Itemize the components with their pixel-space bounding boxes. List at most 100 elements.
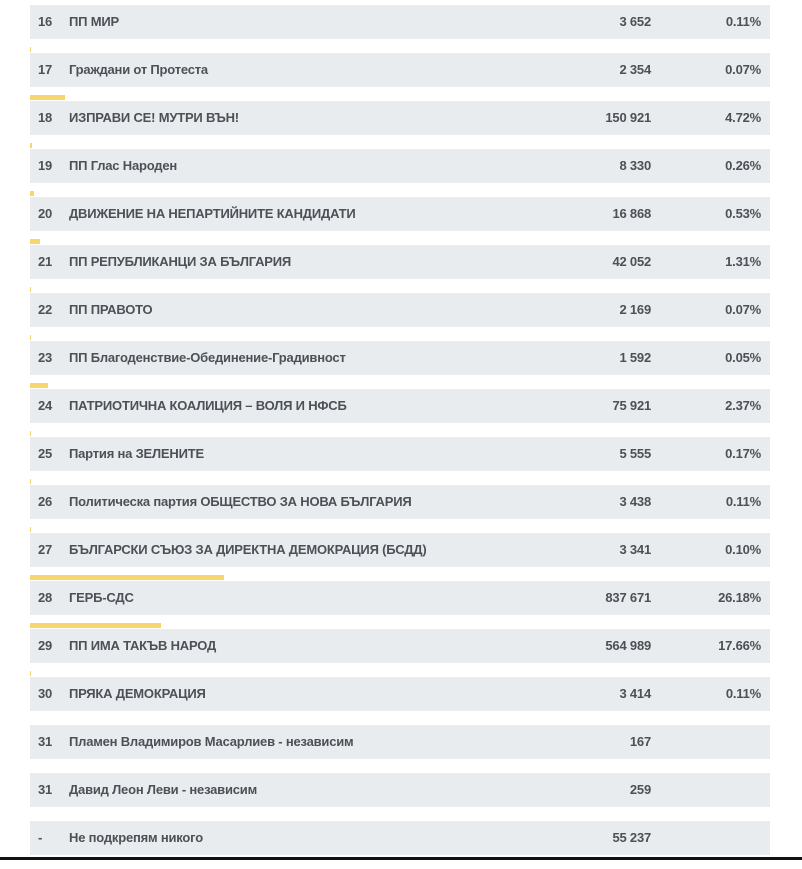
party-number: 23: [38, 341, 52, 375]
vote-percent: 0.07%: [725, 293, 761, 327]
result-item: 17 Граждани от Протеста 2 354 0.07%: [30, 53, 770, 101]
vote-percent: 0.17%: [725, 437, 761, 471]
vote-percent: 1.31%: [725, 245, 761, 279]
vote-count: 259: [630, 773, 651, 807]
table-row: 25 Партия на ЗЕЛЕНИТЕ 5 555 0.17%: [30, 437, 770, 471]
party-number: 31: [38, 725, 52, 759]
table-row: 21 ПП РЕПУБЛИКАНЦИ ЗА БЪЛГАРИЯ 42 052 1.31%: [30, 245, 770, 279]
result-item: 24 ПАТРИОТИЧНА КОАЛИЦИЯ – ВОЛЯ И НФСБ 75 9…: [30, 389, 770, 437]
party-number: 27: [38, 533, 52, 567]
share-bar: [30, 287, 31, 292]
vote-count: 3 414: [619, 677, 651, 711]
result-item: 23 ПП Благоденствие-Обединение-Градивност…: [30, 341, 770, 389]
table-row: 24 ПАТРИОТИЧНА КОАЛИЦИЯ – ВОЛЯ И НФСБ 75 9…: [30, 389, 770, 423]
party-name: Политическа партия ОБЩЕСТВО ЗА НОВА БЪЛГ…: [69, 485, 412, 519]
share-bar: [30, 143, 32, 148]
result-item: 27 БЪЛГАРСКИ СЪЮЗ ЗА ДИРЕКТНА ДЕМОКРАЦИЯ …: [30, 533, 770, 581]
vote-percent: 0.53%: [725, 197, 761, 231]
share-bar: [30, 623, 161, 628]
share-bar: [30, 431, 31, 436]
result-item: 25 Партия на ЗЕЛЕНИТЕ 5 555 0.17%: [30, 437, 770, 485]
party-name: Давид Леон Леви - независим: [69, 773, 257, 807]
party-name: ПАТРИОТИЧНА КОАЛИЦИЯ – ВОЛЯ И НФСБ: [69, 389, 347, 423]
party-number: 31: [38, 773, 52, 807]
share-bar: [30, 191, 34, 196]
share-bar: [30, 575, 224, 580]
vote-percent: 0.11%: [726, 485, 761, 519]
result-item: 20 ДВИЖЕНИЕ НА НЕПАРТИЙНИТЕ КАНДИДАТИ 16 8…: [30, 197, 770, 245]
party-name: ДВИЖЕНИЕ НА НЕПАРТИЙНИТЕ КАНДИДАТИ: [69, 197, 356, 231]
party-name: ПП РЕПУБЛИКАНЦИ ЗА БЪЛГАРИЯ: [69, 245, 291, 279]
result-item: 31 Давид Леон Леви - независим 259: [30, 773, 770, 821]
party-number: -: [38, 821, 42, 855]
table-row: 17 Граждани от Протеста 2 354 0.07%: [30, 53, 770, 87]
vote-count: 75 921: [612, 389, 651, 423]
vote-percent: 0.05%: [725, 341, 761, 375]
vote-count: 564 989: [605, 629, 651, 663]
vote-count: 150 921: [605, 101, 651, 135]
share-bar: [30, 239, 40, 244]
result-item: 21 ПП РЕПУБЛИКАНЦИ ЗА БЪЛГАРИЯ 42 052 1.31%: [30, 245, 770, 293]
vote-percent: 2.37%: [725, 389, 761, 423]
party-number: 25: [38, 437, 52, 471]
party-number: 17: [38, 53, 52, 87]
party-number: 24: [38, 389, 52, 423]
vote-count: 42 052: [612, 245, 651, 279]
party-name: ИЗПРАВИ СЕ! МУТРИ ВЪН!: [69, 101, 239, 135]
party-number: 18: [38, 101, 52, 135]
vote-percent: 26.18%: [718, 581, 761, 615]
party-name: ПП Глас Народен: [69, 149, 177, 183]
share-bar: [30, 95, 65, 100]
table-row: 23 ПП Благоденствие-Обединение-Градивност…: [30, 341, 770, 375]
vote-count: 2 169: [619, 293, 651, 327]
party-number: 19: [38, 149, 52, 183]
party-name: ГЕРБ-СДС: [69, 581, 134, 615]
party-name: Граждани от Протеста: [69, 53, 208, 87]
vote-count: 3 438: [619, 485, 651, 519]
vote-count: 3 652: [619, 5, 651, 39]
party-name: Не подкрепям никого: [69, 821, 203, 855]
party-number: 29: [38, 629, 52, 663]
party-name: ПП Благоденствие-Обединение-Градивност: [69, 341, 346, 375]
share-bar: [30, 671, 31, 676]
party-number: 20: [38, 197, 52, 231]
vote-count: 2 354: [619, 53, 651, 87]
vote-percent: 0.11%: [726, 677, 761, 711]
party-number: 22: [38, 293, 52, 327]
party-name: Партия на ЗЕЛЕНИТЕ: [69, 437, 204, 471]
vote-count: 167: [630, 725, 651, 759]
party-number: 21: [38, 245, 52, 279]
vote-count: 837 671: [605, 581, 651, 615]
share-bar: [30, 479, 31, 484]
share-bar: [30, 47, 31, 52]
vote-percent: 17.66%: [718, 629, 761, 663]
vote-count: 5 555: [619, 437, 651, 471]
share-bar: [30, 527, 31, 532]
party-name: ПРЯКА ДЕМОКРАЦИЯ: [69, 677, 206, 711]
vote-count: 16 868: [612, 197, 651, 231]
party-name: БЪЛГАРСКИ СЪЮЗ ЗА ДИРЕКТНА ДЕМОКРАЦИЯ (Б…: [69, 533, 427, 567]
vote-count: 3 341: [619, 533, 651, 567]
vote-percent: 0.07%: [725, 53, 761, 87]
party-name: ПП МИР: [69, 5, 119, 39]
vote-count: 1 592: [619, 341, 651, 375]
